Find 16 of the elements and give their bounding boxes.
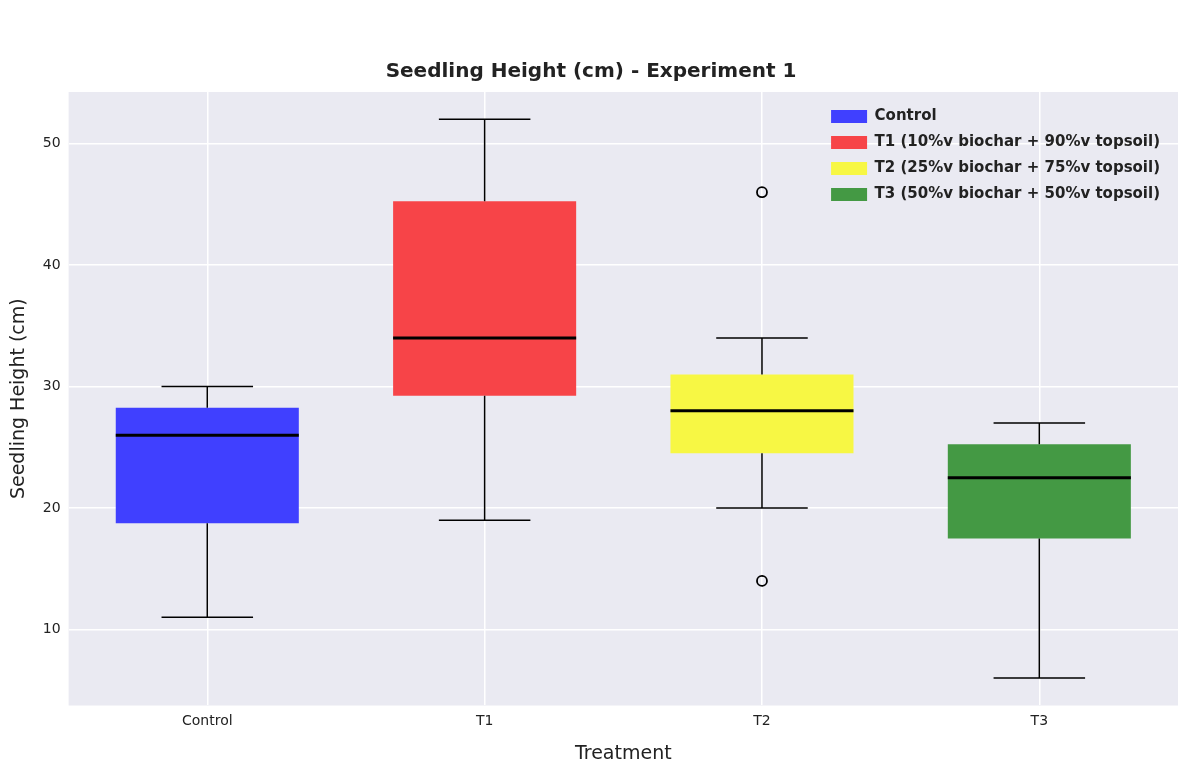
y-tick-label: 10 (42, 620, 61, 637)
x-tick-label: T3 (1029, 712, 1049, 729)
y-tick-label: 50 (42, 134, 61, 151)
legend-label: T2 (25%v biochar + 75%v topsoil) (874, 158, 1161, 177)
x-tick-label: T2 (752, 712, 771, 729)
y-tick-label: 30 (42, 377, 61, 394)
x-tick-label: T1 (474, 712, 494, 729)
x-axis-title: Treatment (573, 740, 672, 763)
chart-title: Seedling Height (cm) - Experiment 1 (385, 58, 797, 83)
y-tick-label: 40 (42, 255, 61, 272)
y-tick-label: 20 (42, 498, 61, 515)
legend-label: Control (874, 106, 937, 125)
legend-label: T3 (50%v biochar + 50%v topsoil) (874, 184, 1161, 203)
legend-label: T1 (10%v biochar + 90%v topsoil) (874, 132, 1161, 151)
y-axis-title: Seedling Height (cm) (6, 298, 29, 500)
x-tick-label: Control (181, 712, 233, 729)
